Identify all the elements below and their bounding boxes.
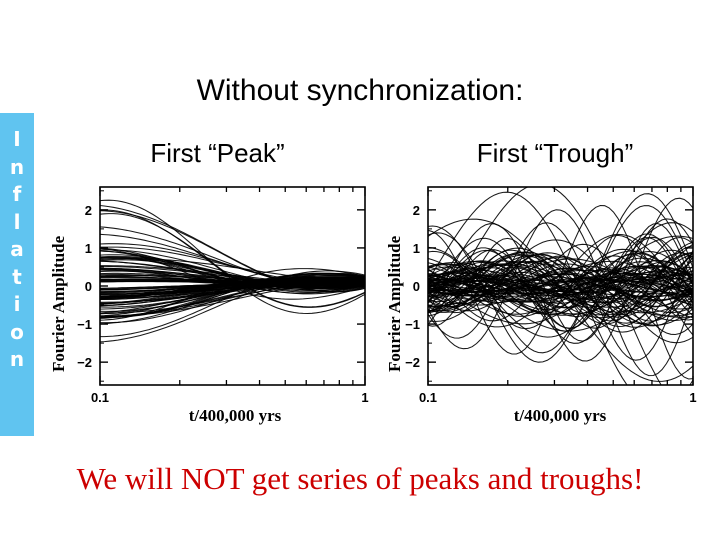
sidebar-letter: t [12,264,22,289]
series-line [428,193,693,363]
series-line [428,266,693,303]
series-lines [428,187,693,385]
slide-title: Without synchronization: [196,74,524,107]
series-line [428,243,693,332]
chart-title-trough: First “Trough” [476,138,634,168]
y-axis-label-peak: Fourier Amplitude [49,235,68,372]
series-line [428,265,693,304]
series-line [428,251,693,315]
y-tick-label: −1 [405,317,420,332]
series-line [428,271,693,303]
series-line [100,250,365,293]
series-line [428,255,693,322]
sidebar-letter: o [10,319,24,344]
x-tick-label: 0.1 [419,390,437,405]
y-tick-label: 2 [85,203,92,218]
series-line [100,278,365,301]
chart-title-peak: First “Peak” [150,138,285,168]
series-line [428,253,693,316]
series-line [428,234,693,336]
sidebar-letter: f [12,182,22,206]
series-line [100,204,365,293]
series-line [428,250,693,316]
series-line [428,269,693,301]
sidebar-letter: a [10,237,24,261]
sidebar-letter: i [13,292,21,316]
series-line [100,250,365,291]
series-lines [100,199,365,343]
y-tick-label: −2 [405,355,420,370]
x-axis-label-trough: t/400,000 yrs [513,406,607,425]
conclusion-text: We will NOT get series of peaks and trou… [76,461,644,496]
series-line [428,254,693,326]
series-line [100,276,365,286]
plot-peak: −2 −1 0 1 2 0.1 1 [77,186,369,405]
series-line [428,260,693,306]
series-line [100,276,365,308]
series-line [428,236,693,329]
y-tick-label: 2 [413,203,420,218]
x-axis-label-peak: t/400,000 yrs [188,406,282,425]
sidebar-letter: n [9,347,25,371]
series-line [100,265,365,284]
series-line [428,257,693,322]
series-line [428,222,693,338]
series-line [100,274,365,324]
y-tick-label: 0 [413,279,420,294]
y-tick-label: 0 [85,279,92,294]
sidebar-letter: l [13,209,21,234]
series-line [100,273,365,318]
x-tick-label: 1 [361,390,368,405]
series-line [428,191,693,385]
x-tick-label: 0.1 [91,390,109,405]
series-line [428,252,693,316]
plot-trough: −2 −1 0 1 2 0.1 1 [405,186,697,405]
series-line [428,233,693,328]
sidebar-letter: I [13,127,21,151]
series-line [428,222,693,361]
y-tick-label: −2 [77,355,92,370]
y-tick-label: 1 [85,241,92,256]
series-line [428,209,693,377]
x-tick-label: 1 [689,390,696,405]
series-line [100,199,365,315]
y-tick-label: 1 [413,241,420,256]
y-tick-label: −1 [77,317,92,332]
sidebar-letter: n [9,154,25,179]
series-line [428,218,693,344]
series-line [428,274,693,296]
series-line [428,205,693,354]
